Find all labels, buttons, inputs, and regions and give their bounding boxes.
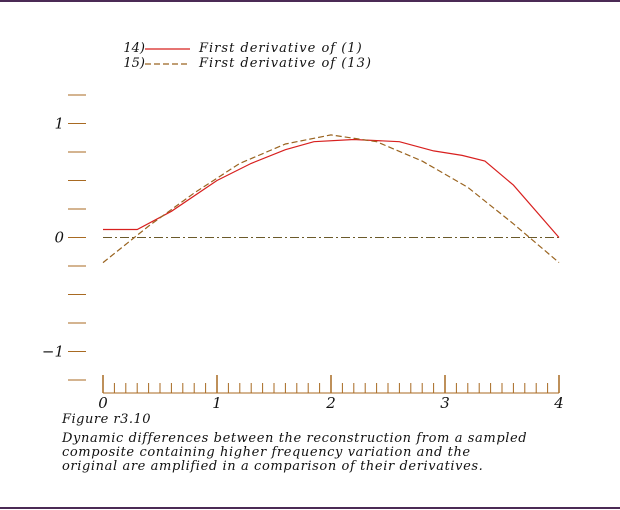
legend-number-15: 15) [123,56,145,71]
top-rule [0,0,620,2]
series-line-14 [103,138,560,238]
legend-label-15: First derivative of (13) [198,56,372,71]
legend-number-14: 14) [123,41,145,56]
x-axis: 0 1 2 3 4 [98,375,564,412]
x-tick-label: 4 [553,394,564,412]
y-tick-label: 0 [54,229,64,247]
y-axis: 1 0 −1 [42,94,86,381]
figure-label: Figure r3.10 [62,412,152,427]
y-tick-label: −1 [42,343,64,361]
x-tick-label: 2 [325,394,336,412]
x-tick-label: 1 [212,394,222,412]
x-tick-label: 0 [98,394,108,412]
series-group [102,134,560,264]
legend: 14) First derivative of (1) 15) First deriv… [123,41,372,71]
caption-line-2: composite containing higher frequency va… [62,445,471,460]
caption-line-1: Dynamic differences between the reconstr… [62,431,528,446]
series-line-15 [102,134,560,264]
legend-label-14: First derivative of (1) [198,41,363,56]
y-tick-label: 1 [54,115,64,133]
figure-caption: Dynamic differences between the reconstr… [62,432,602,474]
x-tick-label: 3 [440,394,450,412]
bottom-rule [0,507,620,509]
caption-line-3: original are amplified in a comparison o… [62,459,484,474]
